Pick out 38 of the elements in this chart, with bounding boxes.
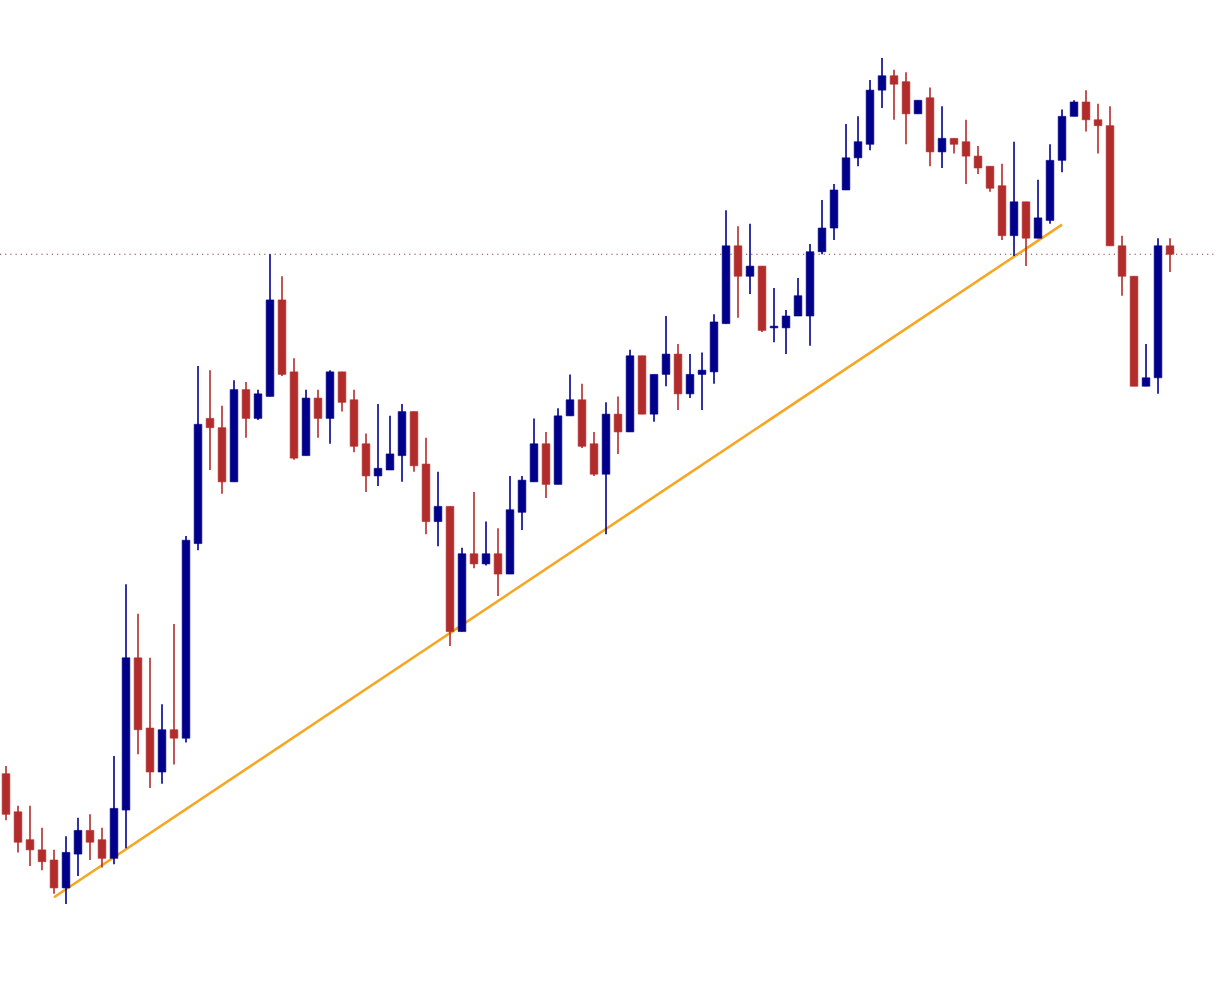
candlestick (529, 417, 539, 483)
candlestick (157, 703, 167, 785)
candlestick (733, 225, 743, 319)
candlestick (205, 369, 215, 471)
candlestick (433, 470, 443, 547)
candlestick (361, 432, 371, 493)
candlestick (613, 395, 623, 455)
candlestick (373, 403, 383, 487)
candlestick (313, 388, 323, 439)
candlestick (1021, 201, 1031, 267)
candlestick (97, 827, 107, 869)
candlestick (241, 381, 251, 439)
candlestick (481, 520, 491, 567)
candlestick (13, 805, 23, 854)
candlestick (1, 765, 11, 822)
candlestick (49, 849, 59, 895)
candlestick (469, 491, 479, 569)
candlestick (541, 431, 551, 499)
candlestick (745, 223, 755, 295)
candlestick (493, 527, 503, 597)
candlestick (325, 369, 335, 445)
candlestick (25, 805, 35, 867)
candlestick (73, 816, 83, 877)
candlestick (145, 657, 155, 789)
candlestick (1009, 140, 1019, 257)
candlestick (385, 415, 395, 471)
candlestick (349, 388, 359, 454)
candlestick (673, 343, 683, 411)
candlestick (397, 403, 407, 483)
candlestick (85, 813, 95, 861)
candlestick (61, 835, 71, 905)
candlestick (517, 475, 527, 531)
candlestick (1165, 237, 1175, 273)
candlestick (169, 623, 179, 766)
candlestick (37, 827, 47, 871)
candlestick (253, 388, 263, 421)
candlestick (937, 105, 947, 169)
candlestick (337, 371, 347, 413)
